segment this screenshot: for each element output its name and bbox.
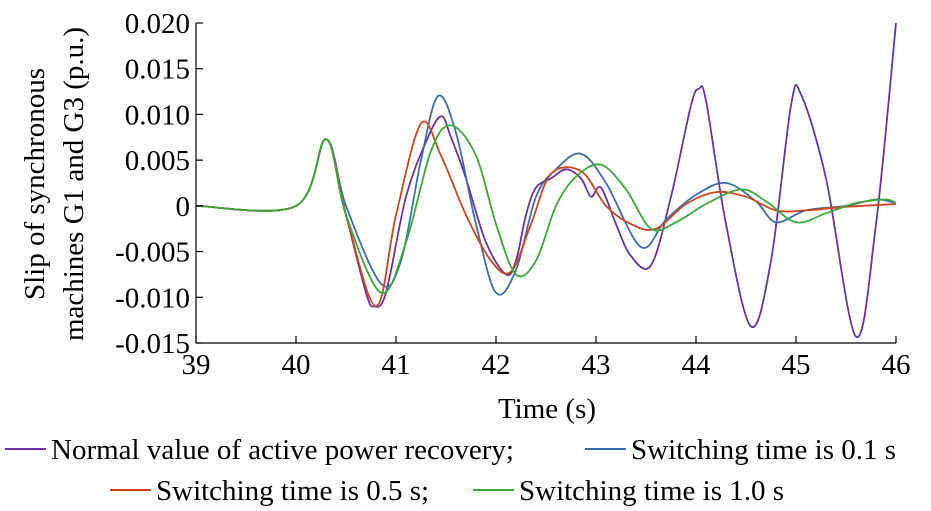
x-tick-label: 43: [582, 349, 611, 381]
series-layer: [195, 22, 897, 338]
y-tick-label: 0.015: [125, 54, 190, 86]
y-tick-label: 0.010: [125, 99, 190, 131]
x-tick-label: 45: [782, 349, 811, 381]
legend: Normal value of active power recovery; S…: [5, 434, 896, 507]
series-line-4: [195, 124, 897, 294]
series-line-3: [195, 120, 897, 308]
x-tick-label: 42: [482, 349, 511, 381]
legend-label-1-0s: Switching time is 1.0 s: [519, 475, 784, 507]
legend-label-0-1s: Switching time is 0.1 s: [631, 434, 896, 466]
y-tick-label: -0.005: [115, 237, 190, 269]
x-tick-label: 46: [882, 349, 911, 381]
legend-label-normal: Normal value of active power recovery;: [51, 434, 514, 466]
x-axis-title: Time (s): [498, 393, 596, 425]
y-tick-label: -0.015: [115, 328, 190, 360]
y-axis-title-line2: machines G1 and G3 (p.u.): [58, 27, 90, 341]
series-line-2: [195, 94, 897, 296]
y-tick-label: 0: [176, 191, 191, 223]
axes-layer: [195, 23, 896, 344]
x-tick-label: 41: [382, 349, 411, 381]
ticks-layer: 39 40 41 42 43 44 45 46 -0.015 -0.010 -0.005 0 0.005…: [115, 8, 910, 381]
x-tick-label: 39: [182, 349, 211, 381]
legend-label-0-5s: Switching time is 0.5 s;: [156, 475, 429, 507]
x-tick-label: 40: [282, 349, 311, 381]
y-tick-label: 0.020: [125, 8, 190, 40]
y-tick-label: -0.010: [115, 282, 190, 314]
y-axis-title-line1: Slip of synchronous: [19, 68, 51, 300]
x-tick-label: 44: [682, 349, 712, 381]
y-tick-label: 0.005: [125, 145, 190, 177]
